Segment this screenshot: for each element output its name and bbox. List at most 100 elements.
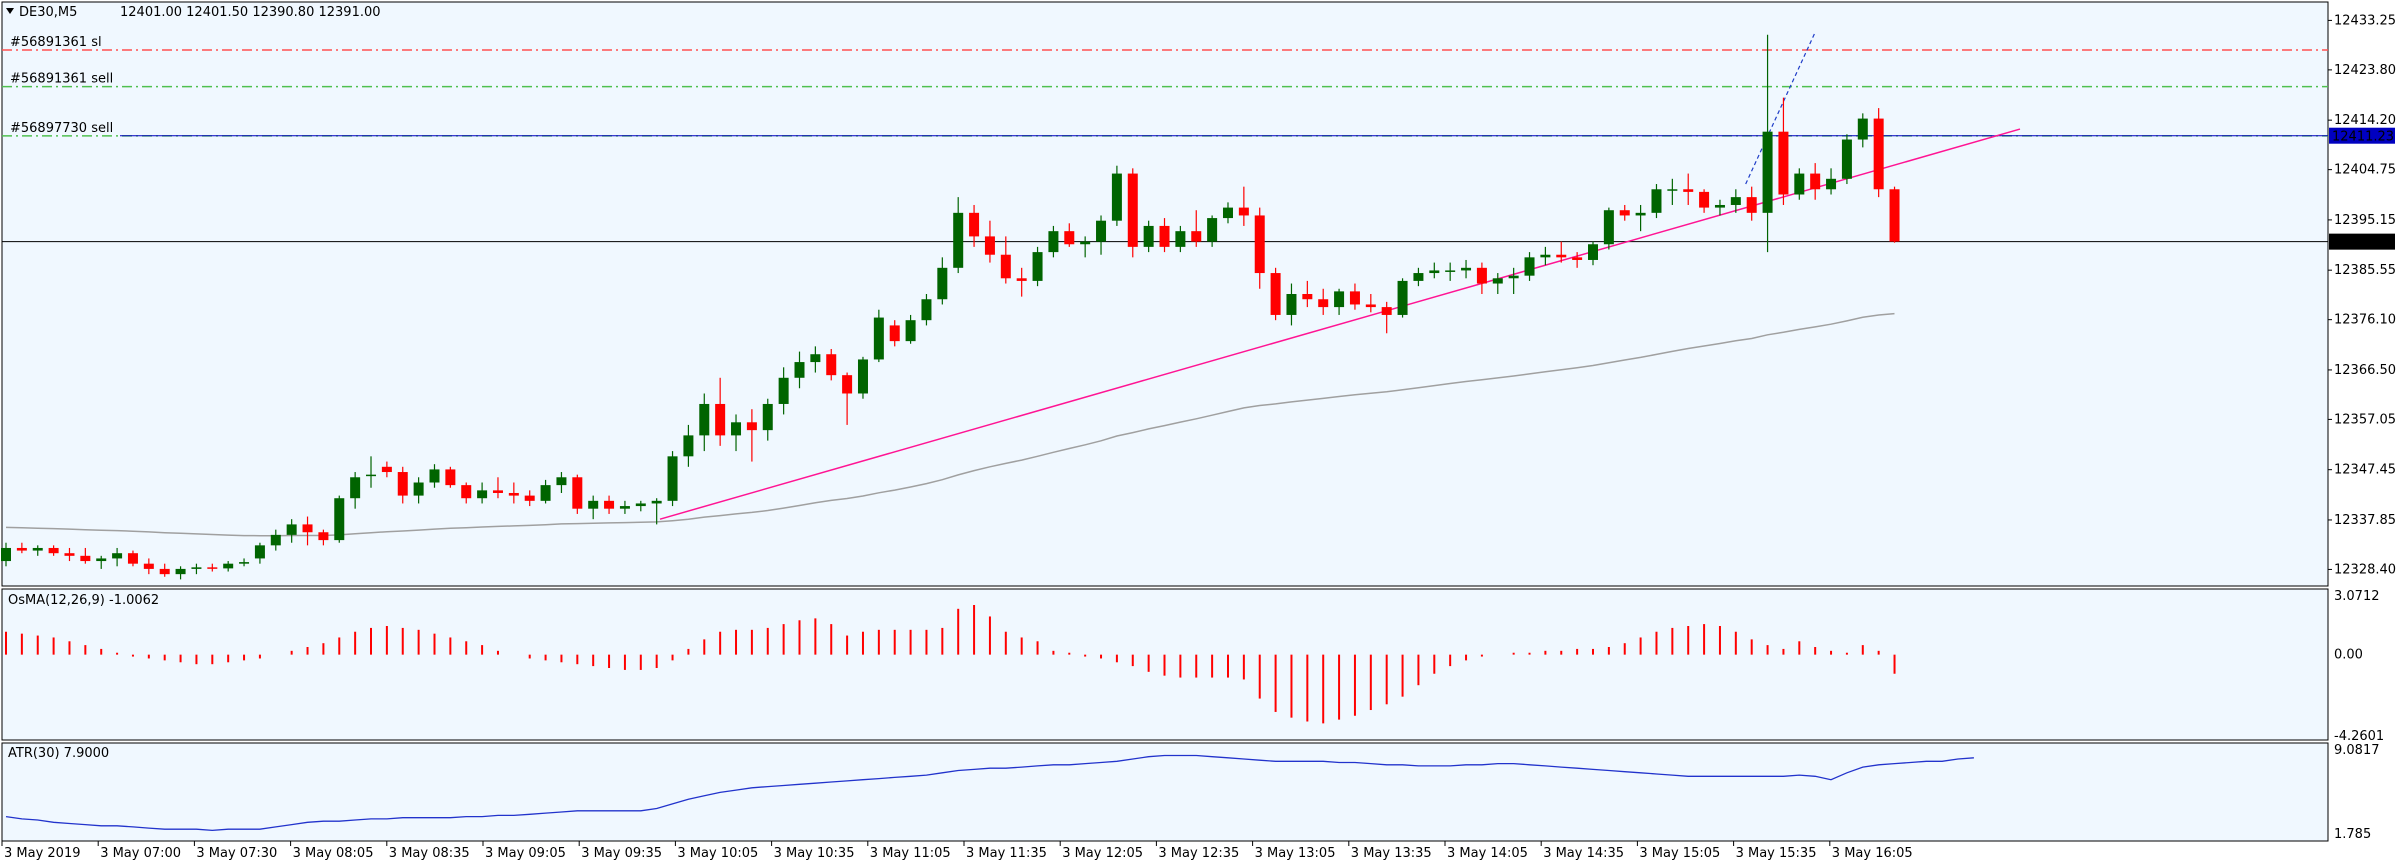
- candle-bear: [1238, 207, 1249, 216]
- time-tick-label: 3 May 11:35: [966, 846, 1047, 861]
- price-tick-label: 12347.45: [2334, 463, 2396, 478]
- price-tick-label: 12357.05: [2334, 412, 2396, 427]
- candle-bear: [461, 485, 472, 499]
- candle-bear: [64, 553, 75, 556]
- time-tick-label: 3 May 12:05: [1062, 846, 1143, 861]
- time-tick-label: 3 May 2019: [4, 846, 81, 861]
- candle-bear: [1889, 189, 1900, 242]
- candle-bear: [1064, 231, 1075, 245]
- candle-bear: [397, 472, 408, 496]
- time-tick-label: 3 May 15:05: [1639, 846, 1720, 861]
- candle-bull: [350, 477, 361, 499]
- candle-bull: [191, 567, 202, 569]
- candle-bull: [1397, 280, 1408, 315]
- time-tick-label: 3 May 08:35: [389, 846, 470, 861]
- candle-bull: [953, 212, 964, 268]
- time-tick-label: 3 May 15:35: [1736, 846, 1817, 861]
- price-tick-label: 12404.75: [2334, 163, 2396, 178]
- price-tick-label: 12423.80: [2334, 63, 2396, 78]
- candle-bear: [1476, 267, 1487, 284]
- candle-bull: [1096, 220, 1107, 242]
- time-tick-label: 3 May 07:00: [100, 846, 181, 861]
- atr-pane[interactable]: [1, 742, 2329, 842]
- candle-bull: [699, 403, 710, 436]
- osma-label: OsMA(12,26,9) -1.0062: [8, 593, 159, 608]
- candle-bear: [80, 555, 91, 562]
- candle-bull: [1048, 231, 1059, 253]
- time-tick-label: 3 May 13:05: [1255, 846, 1336, 861]
- candle-bull: [1508, 275, 1519, 279]
- candle-bull: [1857, 118, 1868, 140]
- candle-bull: [1175, 231, 1186, 247]
- candle-bear: [572, 477, 583, 509]
- candle-bull: [1540, 254, 1551, 258]
- candle-bear: [1127, 173, 1138, 247]
- trendline: [659, 128, 2021, 520]
- order-price-tag-label: 12411.23: [2332, 130, 2394, 145]
- candle-bull: [477, 490, 488, 499]
- candle-bear: [984, 236, 995, 255]
- candle-bull: [32, 547, 43, 551]
- candle-bull: [667, 456, 678, 501]
- candle-bull: [1714, 204, 1725, 208]
- candle-bull: [937, 267, 948, 300]
- candle-bear: [1302, 294, 1313, 300]
- symbol-dropdown-icon[interactable]: [6, 8, 14, 14]
- time-tick-label: 3 May 16:05: [1832, 846, 1913, 861]
- atr-tick-label: 1.785: [2334, 827, 2371, 842]
- candle-bull: [683, 435, 694, 457]
- candle-bull: [1413, 273, 1424, 281]
- time-axis: 3 May 2019 3 May 07:00 3 May 07:30 3 May 08…: [1, 841, 1913, 861]
- candle-bull: [1334, 291, 1345, 308]
- candle-bull: [1730, 197, 1741, 205]
- candle-bull: [1286, 294, 1297, 315]
- candle-bear: [127, 553, 138, 564]
- candle-bull: [1461, 267, 1472, 271]
- candle-bear: [1191, 231, 1202, 242]
- candle-bull: [778, 377, 789, 404]
- order-label: #56891361 sl: [10, 35, 102, 50]
- candle-bull: [1207, 218, 1218, 242]
- price-tick-label: 12414.20: [2334, 113, 2396, 128]
- candle-bull: [651, 500, 662, 504]
- candle-bear: [826, 354, 837, 376]
- candle-bull: [334, 498, 345, 541]
- candle-bull: [366, 474, 377, 477]
- time-tick-label: 3 May 14:35: [1543, 846, 1624, 861]
- ohlc-values: 12401.00 12401.50 12390.80 12391.00: [120, 5, 381, 20]
- price-tick-label: 12376.10: [2334, 313, 2396, 328]
- candle-bear: [1619, 210, 1630, 216]
- candle-bear: [746, 422, 757, 431]
- candle-bear: [524, 495, 535, 501]
- price-tick-label: 12366.50: [2334, 363, 2396, 378]
- candle-bull: [1603, 210, 1614, 245]
- candle-bull: [1429, 270, 1440, 274]
- candle-bear: [16, 547, 27, 551]
- candle-bear: [1349, 291, 1360, 305]
- candle-bear: [381, 466, 392, 473]
- candle-bear: [1000, 254, 1011, 279]
- candle-bull: [1826, 178, 1837, 190]
- candle-bull: [413, 482, 424, 496]
- order-price-tag: [2329, 127, 2395, 144]
- candle-bull: [1667, 189, 1678, 191]
- candle-bull: [905, 320, 916, 342]
- candle-bear: [1254, 215, 1265, 274]
- candle-bull: [1143, 225, 1154, 247]
- candle-bull: [857, 359, 868, 394]
- candle-bull: [254, 545, 265, 559]
- candle-bull: [588, 500, 599, 509]
- main-pane[interactable]: [1, 1, 2329, 587]
- time-tick-label: 3 May 13:35: [1351, 846, 1432, 861]
- candle-bear: [318, 532, 329, 541]
- candle-bear: [889, 325, 900, 342]
- candle-bear: [1572, 257, 1583, 260]
- candle-bull: [270, 534, 281, 546]
- current-price-tag-label: 12391.00: [2332, 236, 2394, 251]
- candle-bull: [1524, 257, 1535, 276]
- time-tick-label: 3 May 07:30: [196, 846, 277, 861]
- candle-bear: [48, 547, 59, 554]
- candle-bear: [1778, 131, 1789, 195]
- candle-bear: [1159, 225, 1170, 247]
